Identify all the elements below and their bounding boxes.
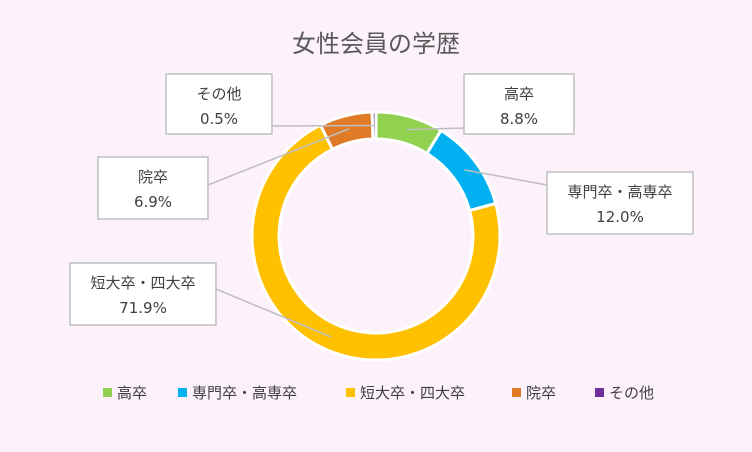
data-label-category: 専門卒・高専卒 (567, 183, 672, 201)
leader-lines-group (207, 124, 548, 338)
callout-box (463, 73, 575, 135)
legend: 高卒 専門卒・高専卒 短大卒・四大卒 院卒 その他 (103, 384, 654, 402)
legend-item-3: 短大卒・四大卒 (346, 384, 465, 402)
legend-item-2: 専門卒・高専卒 (178, 384, 297, 402)
data-label-category: 院卒 (138, 168, 168, 186)
data-label-value: 0.5% (200, 110, 238, 128)
callout-3: 短大卒・四大卒 71.9% (69, 262, 217, 326)
slice-3 (250, 123, 502, 362)
data-label-value: 12.0% (596, 208, 644, 226)
callout-4: 院卒 6.9% (97, 156, 209, 220)
callout-box (69, 262, 217, 326)
legend-label: 専門卒・高専卒 (192, 384, 297, 402)
data-label-value: 71.9% (119, 299, 167, 317)
data-label-value: 6.9% (134, 193, 172, 211)
callout-box (546, 171, 694, 235)
legend-item-1: 高卒 (103, 384, 147, 402)
callout-box (97, 156, 209, 220)
slices-group (250, 110, 502, 362)
leader-line-2 (464, 169, 548, 186)
legend-label: その他 (609, 384, 654, 402)
data-label-value: 8.8% (500, 110, 538, 128)
slice-2 (424, 128, 498, 213)
legend-swatch (595, 388, 604, 397)
callout-5: その他 0.5% (165, 73, 273, 135)
callouts-group: 高卒 8.8% 専門卒・高専卒 12.0% 短大卒・四大卒 71.9% 院卒 6.9% その他 0… (69, 73, 694, 326)
chart-title: 女性会員の学歴 (292, 30, 460, 58)
slice-4 (318, 110, 375, 152)
legend-label: 短大卒・四大卒 (360, 384, 465, 402)
data-label-category: 高卒 (504, 85, 534, 103)
callout-1: 高卒 8.8% (463, 73, 575, 135)
legend-label: 高卒 (117, 384, 147, 402)
callout-box (165, 73, 273, 135)
leader-line-3 (215, 288, 332, 338)
leader-line-4 (207, 128, 350, 186)
data-label-category: 短大卒・四大卒 (90, 274, 195, 292)
legend-item-5: その他 (595, 384, 654, 402)
legend-label: 院卒 (526, 384, 556, 402)
leader-line-1 (406, 127, 465, 131)
data-label-category: その他 (196, 85, 241, 103)
legend-swatch (346, 388, 355, 397)
legend-swatch (178, 388, 187, 397)
legend-swatch (103, 388, 112, 397)
callout-2: 専門卒・高専卒 12.0% (546, 171, 694, 235)
legend-item-4: 院卒 (512, 384, 556, 402)
legend-swatch (512, 388, 521, 397)
